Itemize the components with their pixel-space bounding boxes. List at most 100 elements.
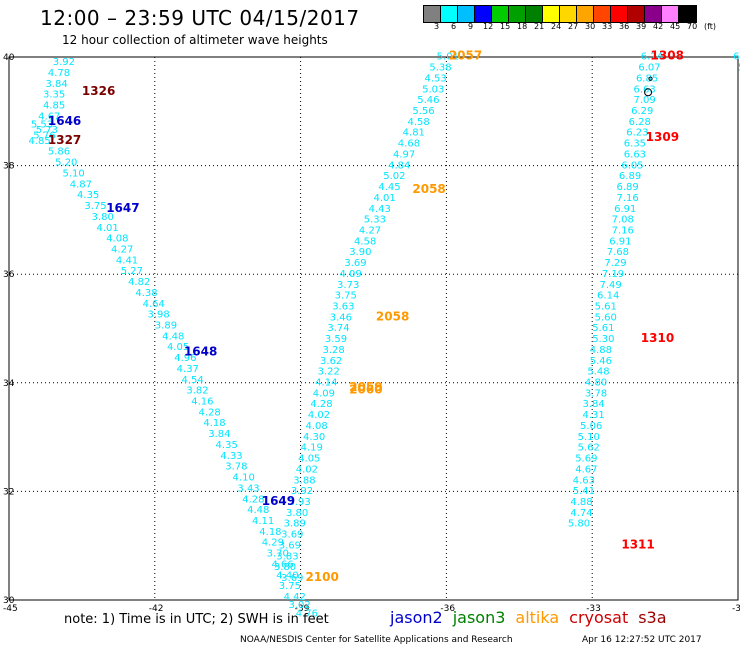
- color-scale-label: 3: [434, 22, 440, 31]
- wave-height-point: 3.89: [284, 519, 306, 530]
- wave-height-point: 7.09: [634, 95, 656, 106]
- pass-number-label: 2057: [449, 49, 482, 63]
- wave-height-point: 4.58: [408, 117, 430, 128]
- wave-height-point: 4.54: [182, 375, 204, 386]
- wave-height-point: 7.19: [602, 269, 624, 280]
- wave-height-point: 4.05: [298, 454, 320, 465]
- color-swatch: [509, 6, 526, 22]
- wave-height-point: 5.30: [592, 334, 614, 345]
- wave-height-point: 4.82: [128, 277, 150, 288]
- wave-height-point: 6.1: [733, 52, 740, 63]
- wave-height-point: 4.09: [313, 388, 335, 399]
- wave-height-point: 4.30: [303, 432, 325, 443]
- wave-height-point: 5.48: [587, 367, 609, 378]
- wave-height-point: 5.46: [417, 95, 439, 106]
- wave-height-point: 7.68: [607, 247, 629, 258]
- wave-height-point: 5.80: [568, 519, 590, 530]
- wave-height-point: 5.03: [422, 84, 444, 95]
- wave-height-point: 3.69: [279, 540, 301, 551]
- wave-height-point: 3.22: [318, 367, 340, 378]
- wave-height-point: 5.33: [364, 215, 386, 226]
- color-swatch: [560, 6, 577, 22]
- wave-height-point: 4.01: [96, 223, 118, 234]
- color-swatch: [594, 6, 611, 22]
- color-swatch: [441, 6, 458, 22]
- wave-height-point: 4.14: [315, 378, 337, 389]
- wave-height-point: 3.70: [267, 549, 289, 560]
- wave-height-point: 5.86: [48, 147, 70, 158]
- wave-height-point: 6.91: [614, 204, 636, 215]
- wave-height-point: 6.63: [624, 149, 646, 160]
- wave-height-point: 4.64: [143, 299, 165, 310]
- wave-height-point: 4.58: [354, 236, 376, 247]
- color-scale-label: 6: [451, 22, 457, 31]
- wave-height-point: 4.37: [177, 364, 199, 375]
- wave-height-point: 4.28: [199, 407, 221, 418]
- wave-height-point: 4.18: [203, 418, 225, 429]
- wave-height-point: 3.46: [330, 312, 352, 323]
- y-tick-label: 40: [3, 53, 15, 63]
- wave-height-point: 5.60: [595, 312, 617, 323]
- wave-height-point: 4.35: [216, 440, 238, 451]
- color-swatch: [492, 6, 509, 22]
- wave-height-point: 3.69: [281, 530, 303, 541]
- wave-height-point: 3.88: [293, 475, 315, 486]
- pass-number-label: 1326: [82, 84, 115, 98]
- credit-line: NOAA/NESDIS Center for Satellite Applica…: [240, 635, 513, 645]
- wave-height-point: 3.80: [274, 562, 296, 573]
- wave-height-point: 3.02: [288, 600, 310, 611]
- color-scale-label: 24: [551, 22, 562, 31]
- pass-number-label: 1308: [651, 49, 684, 63]
- wave-height-point: 4.84: [388, 160, 410, 171]
- pass-number-label: 2100: [305, 570, 338, 584]
- wave-height-point: 4.87: [70, 179, 92, 190]
- legend-item: jason3: [452, 608, 506, 627]
- wave-height-point: 3.78: [225, 462, 247, 473]
- wave-height-point: 3.83: [276, 551, 298, 562]
- wave-height-point: 6.07: [638, 63, 660, 74]
- wave-height-point: 7.16: [617, 193, 639, 204]
- color-scale-label: 27: [568, 22, 579, 31]
- wave-height-point: 4.05: [167, 342, 189, 353]
- wave-height-point: 4.38: [135, 288, 157, 299]
- wave-height-point: 5.46: [590, 356, 612, 367]
- pass-number-label: 1648: [184, 345, 217, 359]
- circle-marker: [644, 88, 653, 97]
- wave-height-point: 4.11: [252, 516, 274, 527]
- pass-number-label: 1310: [641, 331, 674, 345]
- wave-height-point: 3.43: [237, 483, 259, 494]
- y-tick-label: 38: [3, 162, 15, 172]
- wave-height-point: 3.82: [186, 386, 208, 397]
- wave-height-point: 5.10: [578, 432, 600, 443]
- wave-height-point: 3.98: [148, 310, 170, 321]
- wave-height-point: 5.56: [412, 106, 434, 117]
- wave-height-point: 6.28: [629, 117, 651, 128]
- wave-height-point: 4.76: [296, 608, 318, 619]
- wave-height-point: 5.06: [580, 421, 602, 432]
- color-scale-label: 30: [585, 22, 596, 31]
- wave-height-point: 4.01: [374, 193, 396, 204]
- color-swatch: [611, 6, 628, 22]
- wave-height-point: 4.28: [242, 494, 264, 505]
- pass-number-label: 2058: [412, 182, 445, 196]
- wave-height-point: 7.08: [612, 215, 634, 226]
- wave-height-point: 4.88: [590, 345, 612, 356]
- pass-number-label: 1327: [48, 133, 81, 147]
- pass-number-label: 2058: [376, 309, 409, 323]
- wave-height-point: 7.29: [604, 258, 626, 269]
- wave-height-point: 4.88: [570, 497, 592, 508]
- wave-height-point: 3.78: [585, 388, 607, 399]
- wave-height-point: 3.92: [53, 57, 75, 68]
- wave-height-point: 4.31: [582, 410, 604, 421]
- wave-height-point: 5.41: [573, 486, 595, 497]
- pass-number-label: 2060: [349, 383, 382, 397]
- wave-height-point: 6.05: [621, 160, 643, 171]
- color-swatch: [475, 6, 492, 22]
- color-swatch: [645, 6, 662, 22]
- wave-height-point: 4.27: [111, 244, 133, 255]
- wave-height-point: 3.80: [286, 508, 308, 519]
- wave-height-point: 5.73: [36, 125, 58, 136]
- wave-height-point: 4.53: [425, 73, 447, 84]
- wave-height-point: 4.29: [262, 538, 284, 549]
